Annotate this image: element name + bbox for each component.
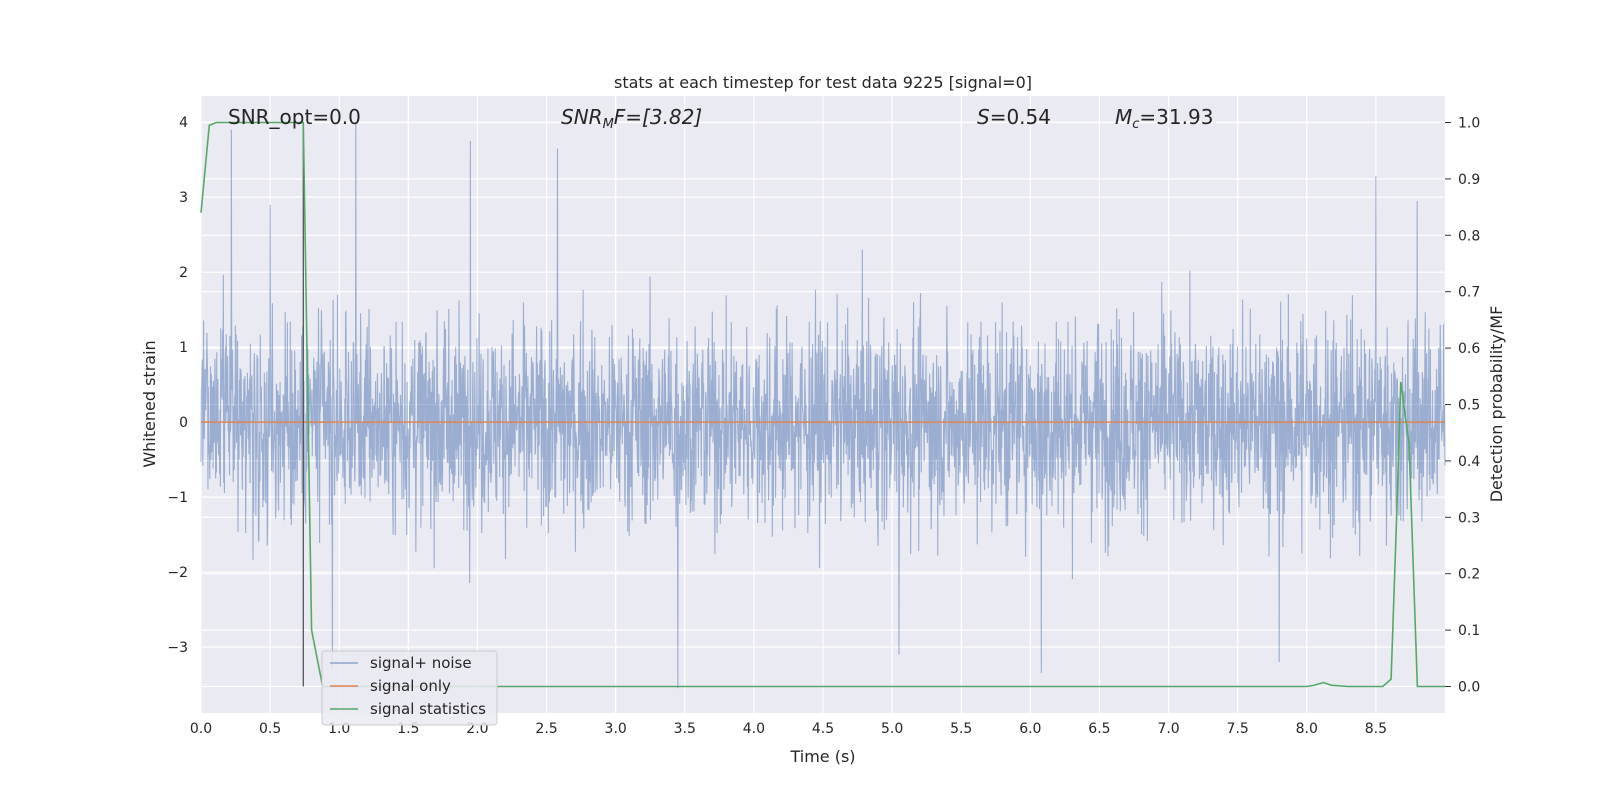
legend: signal+ noise signal only signal statist… [321, 650, 498, 726]
y-left-tick-label: −3 [167, 640, 188, 656]
legend-label-signal-only: signal only [370, 677, 451, 695]
y-right-tick-label: 0.7 [1458, 285, 1480, 301]
line-layer [200, 121, 1445, 688]
y-axis-label-right: Detection probability/MF [1487, 306, 1506, 503]
y-left-tick-label: 3 [179, 190, 188, 206]
y-right-tick-label: 0.1 [1458, 623, 1480, 639]
x-tick-label: 6.5 [1088, 721, 1110, 737]
s-value: =0.54 [990, 105, 1051, 129]
legend-label-signal-statistics: signal statistics [370, 700, 486, 718]
x-tick-label: 4.5 [812, 721, 834, 737]
legend-box [321, 650, 498, 726]
y-right-tick-label: 0.4 [1458, 454, 1480, 470]
y-left-tick-label: 2 [179, 265, 188, 281]
x-axis-label: Time (s) [789, 747, 855, 766]
legend-label-signal-noise: signal+ noise [370, 654, 472, 672]
mc-symbol: M [1115, 105, 1132, 129]
mc-value: =31.93 [1139, 105, 1213, 129]
annotation-mc: Mc=31.93 [1115, 105, 1213, 132]
x-tick-label: 0.5 [259, 721, 281, 737]
y-left-tick-label: −2 [167, 565, 188, 581]
y-right-tick-label: 1.0 [1458, 116, 1480, 132]
chart-title: stats at each timestep for test data 922… [614, 73, 1032, 92]
signal-noise-series [200, 122, 1446, 689]
snr-mf-symbol: SNR [561, 105, 603, 129]
y-left-tick-label: 4 [179, 115, 188, 131]
annotation-snr-opt: SNR_opt=0.0 [228, 105, 361, 129]
s-symbol: S [977, 105, 990, 129]
y-right-tick-label: 0.8 [1458, 228, 1480, 244]
y-right-tick-label: 0.6 [1458, 341, 1480, 357]
x-tick-label: 3.5 [674, 721, 696, 737]
snr-mf-subscript: M [603, 117, 614, 132]
x-tick-label: 3.0 [605, 721, 627, 737]
x-tick-label: 6.0 [1019, 721, 1041, 737]
y-right-tick-label: 0.3 [1458, 510, 1480, 526]
mc-subscript: c [1132, 117, 1139, 132]
x-tick-label: 5.5 [950, 721, 972, 737]
x-tick-label: 7.5 [1227, 721, 1249, 737]
x-tick-label: 2.5 [535, 721, 557, 737]
y-right-tick-label: 0.9 [1458, 172, 1480, 188]
y-left-tick-label: 1 [179, 340, 188, 356]
x-tick-label: 4.0 [743, 721, 765, 737]
y-right-tick-label: 0.5 [1458, 398, 1480, 414]
annotation-s: S=0.54 [977, 105, 1051, 129]
signal-noise-line [200, 122, 1446, 689]
y-left-tick-label: 0 [179, 415, 188, 431]
x-tick-label: 8.5 [1365, 721, 1387, 737]
x-tick-label: 8.0 [1296, 721, 1318, 737]
y-axis-label-left: Whitened strain [140, 340, 159, 467]
x-tick-label: 0.0 [190, 721, 212, 737]
x-tick-label: 5.0 [881, 721, 903, 737]
y-right-tick-label: 0.2 [1458, 567, 1480, 583]
snr-mf-rest: F=[3.82] [614, 105, 702, 129]
x-tick-label: 7.0 [1157, 721, 1179, 737]
y-left-tick-label: −1 [167, 490, 188, 506]
signal-statistics-line [200, 121, 1445, 688]
annotation-snr-mf: SNRMF=[3.82] [561, 105, 702, 132]
y-right-tick-label: 0.0 [1458, 679, 1480, 695]
tick-layer: 0.0 0.5 1.0 1.5 2.0 2.5 3.0 3.5 4.0 4.5 5.0 5.5 6.0 6… [167, 115, 1480, 737]
